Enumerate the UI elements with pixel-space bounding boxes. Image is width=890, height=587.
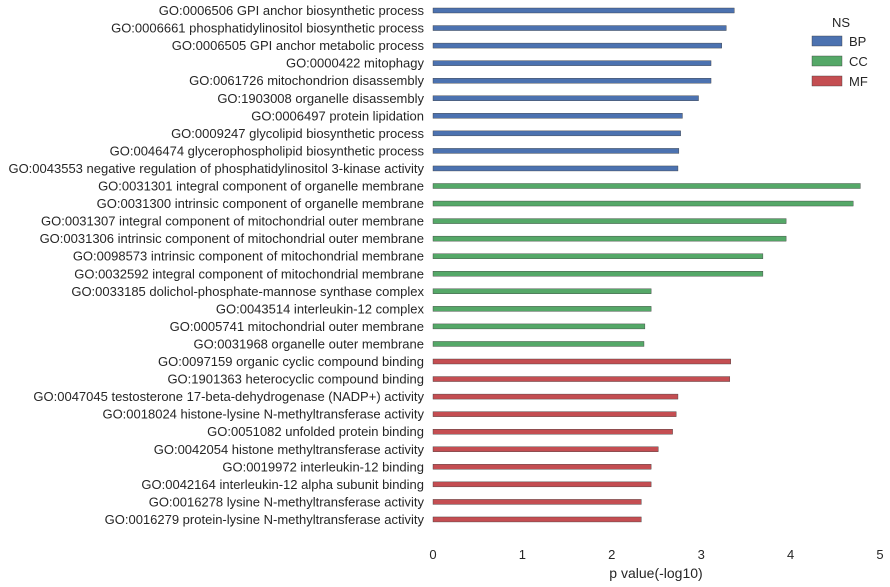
x-tick-label: 0 bbox=[429, 547, 436, 562]
y-tick-label: GO:0006497 protein lipidation bbox=[251, 108, 424, 123]
legend-swatch-cc bbox=[811, 55, 843, 67]
bar-mf bbox=[432, 376, 731, 382]
y-tick-label: GO:0018024 histone-lysine N-methyltransf… bbox=[102, 407, 424, 422]
y-tick-label: GO:0031300 intrinsic component of organe… bbox=[97, 196, 424, 211]
legend-label-cc: CC bbox=[849, 54, 868, 69]
bar-bp bbox=[432, 130, 681, 137]
y-tick-label: GO:0051082 unfolded protein binding bbox=[207, 424, 424, 439]
legend: NS BP CC MF bbox=[811, 15, 868, 89]
x-tick-label: 4 bbox=[787, 547, 794, 562]
bar-cc bbox=[432, 323, 646, 330]
y-tick-label: GO:0032592 integral component of mitocho… bbox=[74, 266, 424, 281]
legend-title: NS bbox=[832, 15, 850, 30]
bar-mf bbox=[432, 499, 642, 505]
bar-bp bbox=[432, 60, 712, 66]
x-tick-label: 5 bbox=[876, 547, 883, 562]
x-tick-label: 1 bbox=[519, 547, 526, 562]
bar-mf bbox=[432, 464, 652, 470]
y-tick-label: GO:0000422 mitophagy bbox=[286, 56, 425, 71]
x-tick-label: 2 bbox=[608, 547, 615, 562]
y-tick-label: GO:0031306 intrinsic component of mitoch… bbox=[40, 231, 424, 246]
x-tick-labels: 0 1 2 3 4 5 bbox=[429, 547, 883, 562]
bar-cc bbox=[432, 183, 861, 189]
y-tick-label: GO:0016279 protein-lysine N-methyltransf… bbox=[105, 512, 425, 527]
y-tick-label: GO:0043553 negative regulation of phosph… bbox=[8, 161, 424, 176]
legend-label-mf: MF bbox=[849, 74, 868, 89]
y-tick-label: GO:0047045 testosterone 17-beta-dehydrog… bbox=[33, 389, 424, 404]
y-tick-label: GO:0061726 mitochondrion disassembly bbox=[189, 73, 424, 88]
bar-cc bbox=[432, 288, 652, 294]
y-tick-label: GO:0031307 integral component of mitocho… bbox=[41, 214, 424, 229]
y-tick-label: GO:0009247 glycolipid biosynthetic proce… bbox=[171, 126, 424, 141]
y-tick-label: GO:0005741 mitochondrial outer membrane bbox=[170, 319, 424, 334]
bar-mf bbox=[432, 358, 731, 365]
bars-layer bbox=[432, 7, 861, 523]
y-tick-label: GO:0031968 organelle outer membrane bbox=[193, 336, 424, 351]
bar-cc bbox=[432, 200, 854, 207]
bar-bp bbox=[432, 7, 735, 14]
y-tick-label: GO:1903008 organelle disassembly bbox=[217, 91, 424, 106]
y-tick-label: GO:1901363 heterocyclic compound binding bbox=[167, 372, 424, 387]
x-axis-label: p value(-log10) bbox=[609, 565, 702, 581]
y-tick-label: GO:0046474 glycerophospholipid biosynthe… bbox=[110, 143, 425, 158]
bar-bp bbox=[432, 25, 727, 31]
bar-mf bbox=[432, 393, 679, 400]
bar-bp bbox=[432, 95, 699, 101]
bar-cc bbox=[432, 271, 764, 277]
y-tick-label: GO:0042164 interleukin-12 alpha subunit … bbox=[141, 477, 424, 492]
bar-bp bbox=[432, 113, 683, 119]
y-tick-label: GO:0043514 interleukin-12 complex bbox=[216, 301, 425, 316]
y-tick-label: GO:0016278 lysine N-methyltransferase ac… bbox=[149, 494, 425, 509]
bar-cc bbox=[432, 235, 787, 242]
bar-mf bbox=[432, 411, 677, 417]
bar-cc bbox=[432, 218, 787, 224]
legend-swatch-mf bbox=[811, 75, 843, 87]
bar-bp bbox=[432, 42, 722, 49]
bar-cc bbox=[432, 253, 764, 259]
y-tick-label: GO:0006506 GPI anchor biosynthetic proce… bbox=[159, 3, 425, 18]
y-tick-label: GO:0097159 organic cyclic compound bindi… bbox=[158, 354, 424, 369]
bar-bp bbox=[432, 77, 712, 84]
y-tick-label: GO:0019972 interleukin-12 binding bbox=[222, 459, 424, 474]
bar-cc bbox=[432, 306, 652, 312]
y-tick-labels: GO:0006506 GPI anchor biosynthetic proce… bbox=[8, 3, 424, 527]
bar-bp bbox=[432, 165, 679, 172]
bar-mf bbox=[432, 446, 659, 452]
bar-cc bbox=[432, 341, 645, 347]
y-tick-label: GO:0098573 intrinsic component of mitoch… bbox=[73, 249, 424, 264]
bar-mf bbox=[432, 516, 642, 523]
bar-bp bbox=[432, 148, 680, 154]
y-tick-label: GO:0042054 histone methyltransferase act… bbox=[154, 442, 425, 457]
y-tick-label: GO:0031301 integral component of organel… bbox=[98, 179, 424, 194]
legend-swatch-bp bbox=[811, 35, 843, 47]
y-tick-label: GO:0006505 GPI anchor metabolic process bbox=[172, 38, 425, 53]
bar-mf bbox=[432, 429, 673, 435]
x-tick-label: 3 bbox=[698, 547, 705, 562]
legend-label-bp: BP bbox=[849, 34, 866, 49]
bar-mf bbox=[432, 481, 652, 488]
y-tick-label: GO:0033185 dolichol-phosphate-mannose sy… bbox=[71, 284, 424, 299]
y-tick-label: GO:0006661 phosphatidylinositol biosynth… bbox=[111, 21, 424, 36]
